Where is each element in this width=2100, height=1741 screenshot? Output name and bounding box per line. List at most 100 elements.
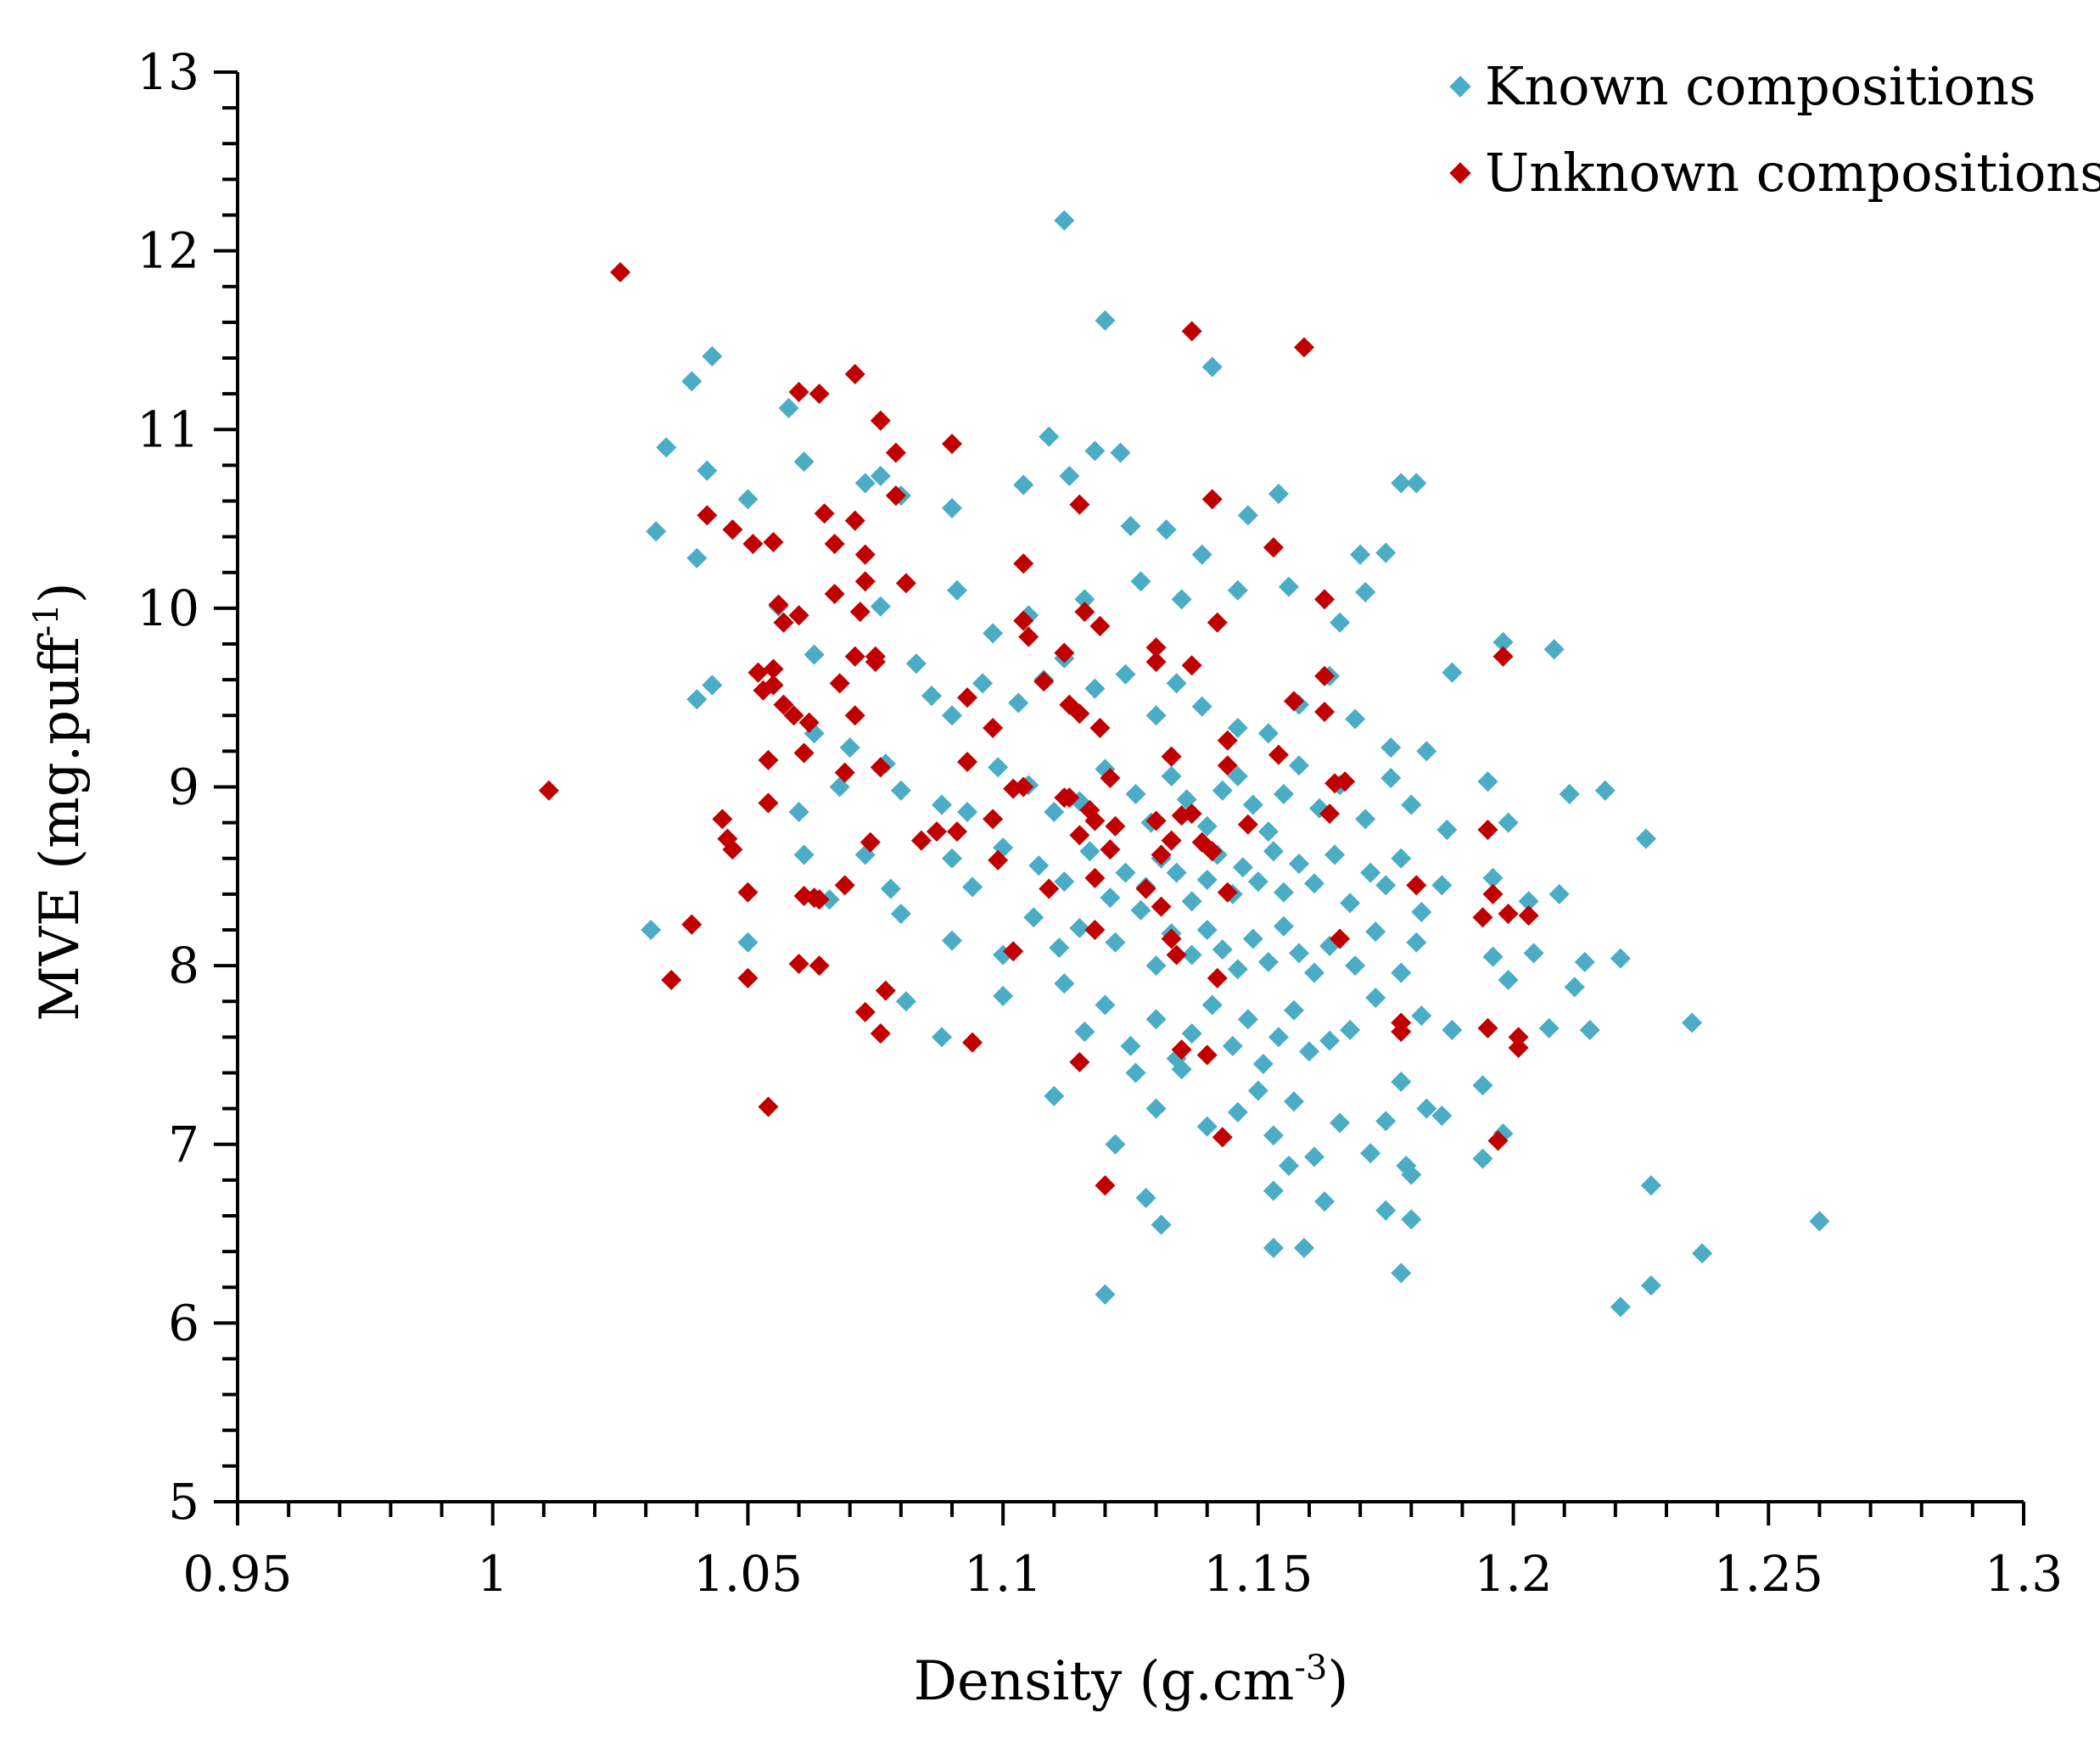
scatter-point: [931, 1027, 952, 1048]
scatter-point: [1288, 854, 1309, 875]
scatter-point: [1303, 1146, 1325, 1167]
scatter-point: [1273, 882, 1294, 903]
y-tick-label: 5: [168, 1473, 199, 1531]
scatter-point: [1145, 810, 1167, 831]
scatter-point: [941, 848, 963, 869]
scatter-point: [1130, 571, 1151, 592]
scatter-point: [1095, 1175, 1116, 1196]
scatter-point: [1013, 610, 1034, 631]
scatter-point: [1181, 944, 1202, 966]
scatter-point: [926, 821, 947, 843]
scatter-point: [1033, 671, 1055, 692]
scatter-point: [1523, 943, 1544, 964]
scatter-point: [1013, 776, 1034, 798]
scatter-point: [661, 969, 682, 990]
scatter-point: [1574, 951, 1595, 972]
y-tick-label: 11: [137, 400, 199, 458]
scatter-point: [1145, 955, 1167, 977]
scatter-point: [1242, 794, 1263, 815]
scatter-point: [1314, 1191, 1336, 1212]
scatter-point: [1084, 810, 1106, 831]
scatter-point: [1074, 602, 1095, 623]
scatter-point: [1278, 1156, 1299, 1177]
scatter-point: [1084, 919, 1106, 941]
scatter-point: [788, 953, 809, 975]
scatter-point: [1013, 474, 1034, 495]
x-axis-ticks: 0.95 1 1.05 1.1 1.15 1.2 1.25 1.3: [182, 1502, 2063, 1603]
scatter-point: [809, 889, 830, 910]
scatter-point: [809, 955, 830, 977]
scatter-point: [1391, 1262, 1412, 1284]
scatter-point: [1089, 615, 1111, 636]
y-tick-label: 7: [168, 1116, 199, 1173]
scatter-point: [1039, 878, 1060, 899]
scatter-point: [1095, 310, 1116, 331]
scatter-point: [1089, 717, 1111, 739]
scatter-point: [1191, 696, 1212, 717]
scatter-point: [1492, 646, 1514, 667]
scatter-point: [1411, 901, 1432, 922]
x-tick-label: 0.95: [182, 1545, 292, 1603]
scatter-point: [993, 985, 1014, 1006]
scatter-point: [1482, 946, 1504, 967]
scatter-point: [1054, 871, 1075, 893]
scatter-point: [1498, 969, 1519, 990]
scatter-point: [1145, 1009, 1167, 1030]
scatter-point: [1559, 783, 1580, 804]
scatter-point: [1355, 581, 1376, 602]
scatter-point: [1181, 803, 1202, 825]
scatter-point: [1518, 905, 1539, 926]
scatter-point: [1227, 579, 1248, 601]
scatter-point: [1330, 612, 1351, 633]
scatter-point: [1477, 771, 1498, 792]
series-known: [641, 210, 1830, 1318]
scatter-point: [1049, 938, 1070, 959]
scatter-point: [1406, 473, 1427, 494]
scatter-point: [1161, 830, 1182, 851]
scatter-point: [1069, 494, 1090, 515]
scatter-point: [681, 914, 703, 935]
scatter-point: [1436, 820, 1458, 841]
scatter-point: [1120, 1035, 1141, 1056]
scatter-point: [870, 465, 891, 487]
scatter-point: [1023, 907, 1044, 928]
scatter-point: [737, 932, 759, 953]
scatter-point: [1252, 1053, 1274, 1074]
scatter-point: [1181, 655, 1202, 676]
y-axis-ticks: 5 6 7 8 9 10 11 12 13: [137, 43, 238, 1531]
scatter-point: [1273, 915, 1294, 937]
scatter-point: [854, 1001, 876, 1022]
scatter-point: [1319, 1030, 1341, 1051]
scatter-point: [972, 673, 994, 694]
scatter-point: [1401, 794, 1422, 815]
scatter-point: [1263, 1237, 1284, 1258]
scatter-point: [1401, 1164, 1422, 1185]
scatter-point: [890, 780, 911, 801]
scatter-point: [1227, 717, 1248, 739]
scatter-point: [1508, 1037, 1529, 1059]
scatter-point: [1161, 928, 1182, 949]
scatter-point: [1247, 871, 1268, 893]
scatter-point: [1518, 891, 1539, 912]
y-tick-label: 10: [137, 579, 199, 637]
scatter-point: [1161, 765, 1182, 787]
scatter-point: [1074, 589, 1095, 610]
scatter-point: [1594, 780, 1616, 801]
scatter-point: [1365, 921, 1386, 943]
scatter-point: [1482, 883, 1504, 904]
scatter-point: [1324, 844, 1346, 865]
scatter-point: [1201, 841, 1223, 862]
scatter-point: [1054, 973, 1075, 994]
scatter-point: [1380, 767, 1402, 788]
scatter-point: [1273, 783, 1294, 804]
scatter-point: [1196, 919, 1218, 941]
scatter-point: [1375, 1200, 1397, 1221]
scatter-point: [1125, 783, 1146, 804]
scatter-point: [1217, 882, 1238, 903]
scatter-point: [1498, 904, 1519, 925]
scatter-point: [1156, 519, 1177, 540]
scatter-point: [941, 497, 963, 518]
scatter-point: [983, 809, 1004, 830]
scatter-point: [870, 410, 891, 431]
